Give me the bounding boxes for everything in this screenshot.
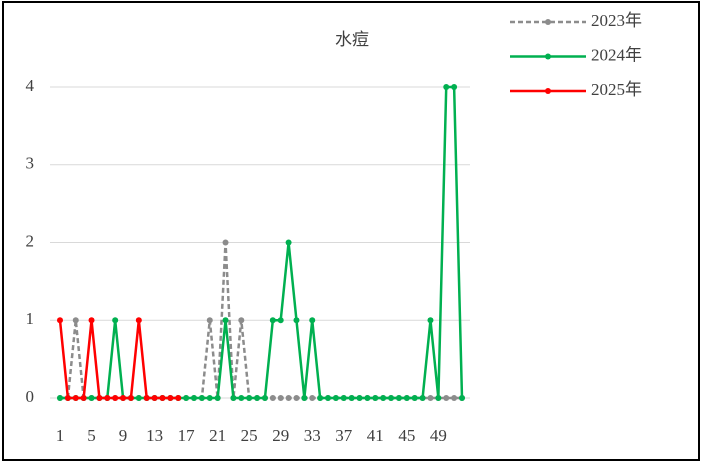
series-line [58,320,179,400]
data-point [451,395,458,401]
data-point [246,395,253,401]
legend-marker [545,88,551,94]
x-tick-label: 1 [56,426,65,445]
data-point [57,395,63,401]
data-point [222,239,229,246]
data-point [285,239,292,246]
data-point [230,395,237,401]
x-tick-label: 21 [209,426,226,445]
legend-label: 2025年 [591,80,642,99]
data-point [395,395,402,401]
data-point [419,395,426,401]
data-point [214,395,221,401]
data-point [72,395,79,401]
x-tick-label: 17 [178,426,196,445]
x-tick-label: 13 [146,426,163,445]
data-point [88,317,95,324]
data-point [254,395,261,401]
x-tick-label: 41 [367,426,384,445]
data-point [443,395,450,401]
data-point [222,317,229,324]
data-point [427,395,434,401]
x-tick-label: 49 [430,426,447,445]
data-point [175,395,182,401]
data-point [120,395,127,401]
data-point [301,395,308,401]
data-point [285,395,292,401]
x-tick-label: 25 [241,426,258,445]
data-point [206,317,213,324]
data-point [293,395,300,401]
data-point [348,395,355,401]
x-tick-label: 29 [272,426,289,445]
x-tick-label: 33 [304,426,321,445]
frame [2,1,700,461]
chart-title: 水痘 [335,30,369,49]
data-point [427,317,434,324]
data-point [143,395,150,401]
legend-label: 2023年 [591,11,642,30]
data-point [88,395,95,401]
data-point [127,395,134,401]
data-point [238,317,245,324]
data-point [104,395,111,401]
data-point [356,395,363,401]
data-point [206,395,213,401]
data-point [135,317,142,324]
legend-marker [545,19,551,25]
data-point [435,395,442,401]
data-point [198,395,205,401]
data-point [372,395,379,401]
data-point [277,317,284,324]
y-tick-label: 2 [26,231,35,250]
data-point [64,395,71,401]
data-point [459,395,465,401]
data-point [340,395,347,401]
data-point [96,395,103,401]
x-tick-label: 37 [335,426,353,445]
x-tick-label: 45 [398,426,415,445]
y-tick-label: 1 [26,309,35,328]
data-point [72,317,79,324]
data-point [317,395,324,401]
data-point [269,395,276,401]
x-tick-label: 5 [87,426,96,445]
data-point [238,395,245,401]
data-point [167,395,174,401]
data-point [80,395,87,401]
data-point [57,317,63,324]
data-point [411,395,418,401]
legend-label: 2024年 [591,45,642,64]
data-point [403,395,410,401]
x-tick-label: 9 [119,426,128,445]
data-point [183,395,190,401]
data-point [269,317,276,324]
data-point [191,395,197,401]
data-point [451,84,458,90]
data-point [325,395,331,401]
y-tick-label: 0 [26,387,35,406]
data-point [309,395,316,401]
data-point [135,395,142,401]
data-point [112,395,119,401]
legend-marker [545,53,551,60]
y-tick-label: 3 [26,154,35,173]
data-point [443,84,450,90]
data-point [261,395,268,401]
y-tick-label: 4 [26,76,35,95]
data-point [277,395,284,401]
data-point [380,395,387,401]
data-point [159,395,166,401]
data-point [112,317,119,324]
data-point [364,395,371,401]
data-point [309,317,316,324]
data-point [293,317,300,324]
data-point [388,395,395,401]
data-point [151,395,158,401]
data-point [332,395,339,401]
